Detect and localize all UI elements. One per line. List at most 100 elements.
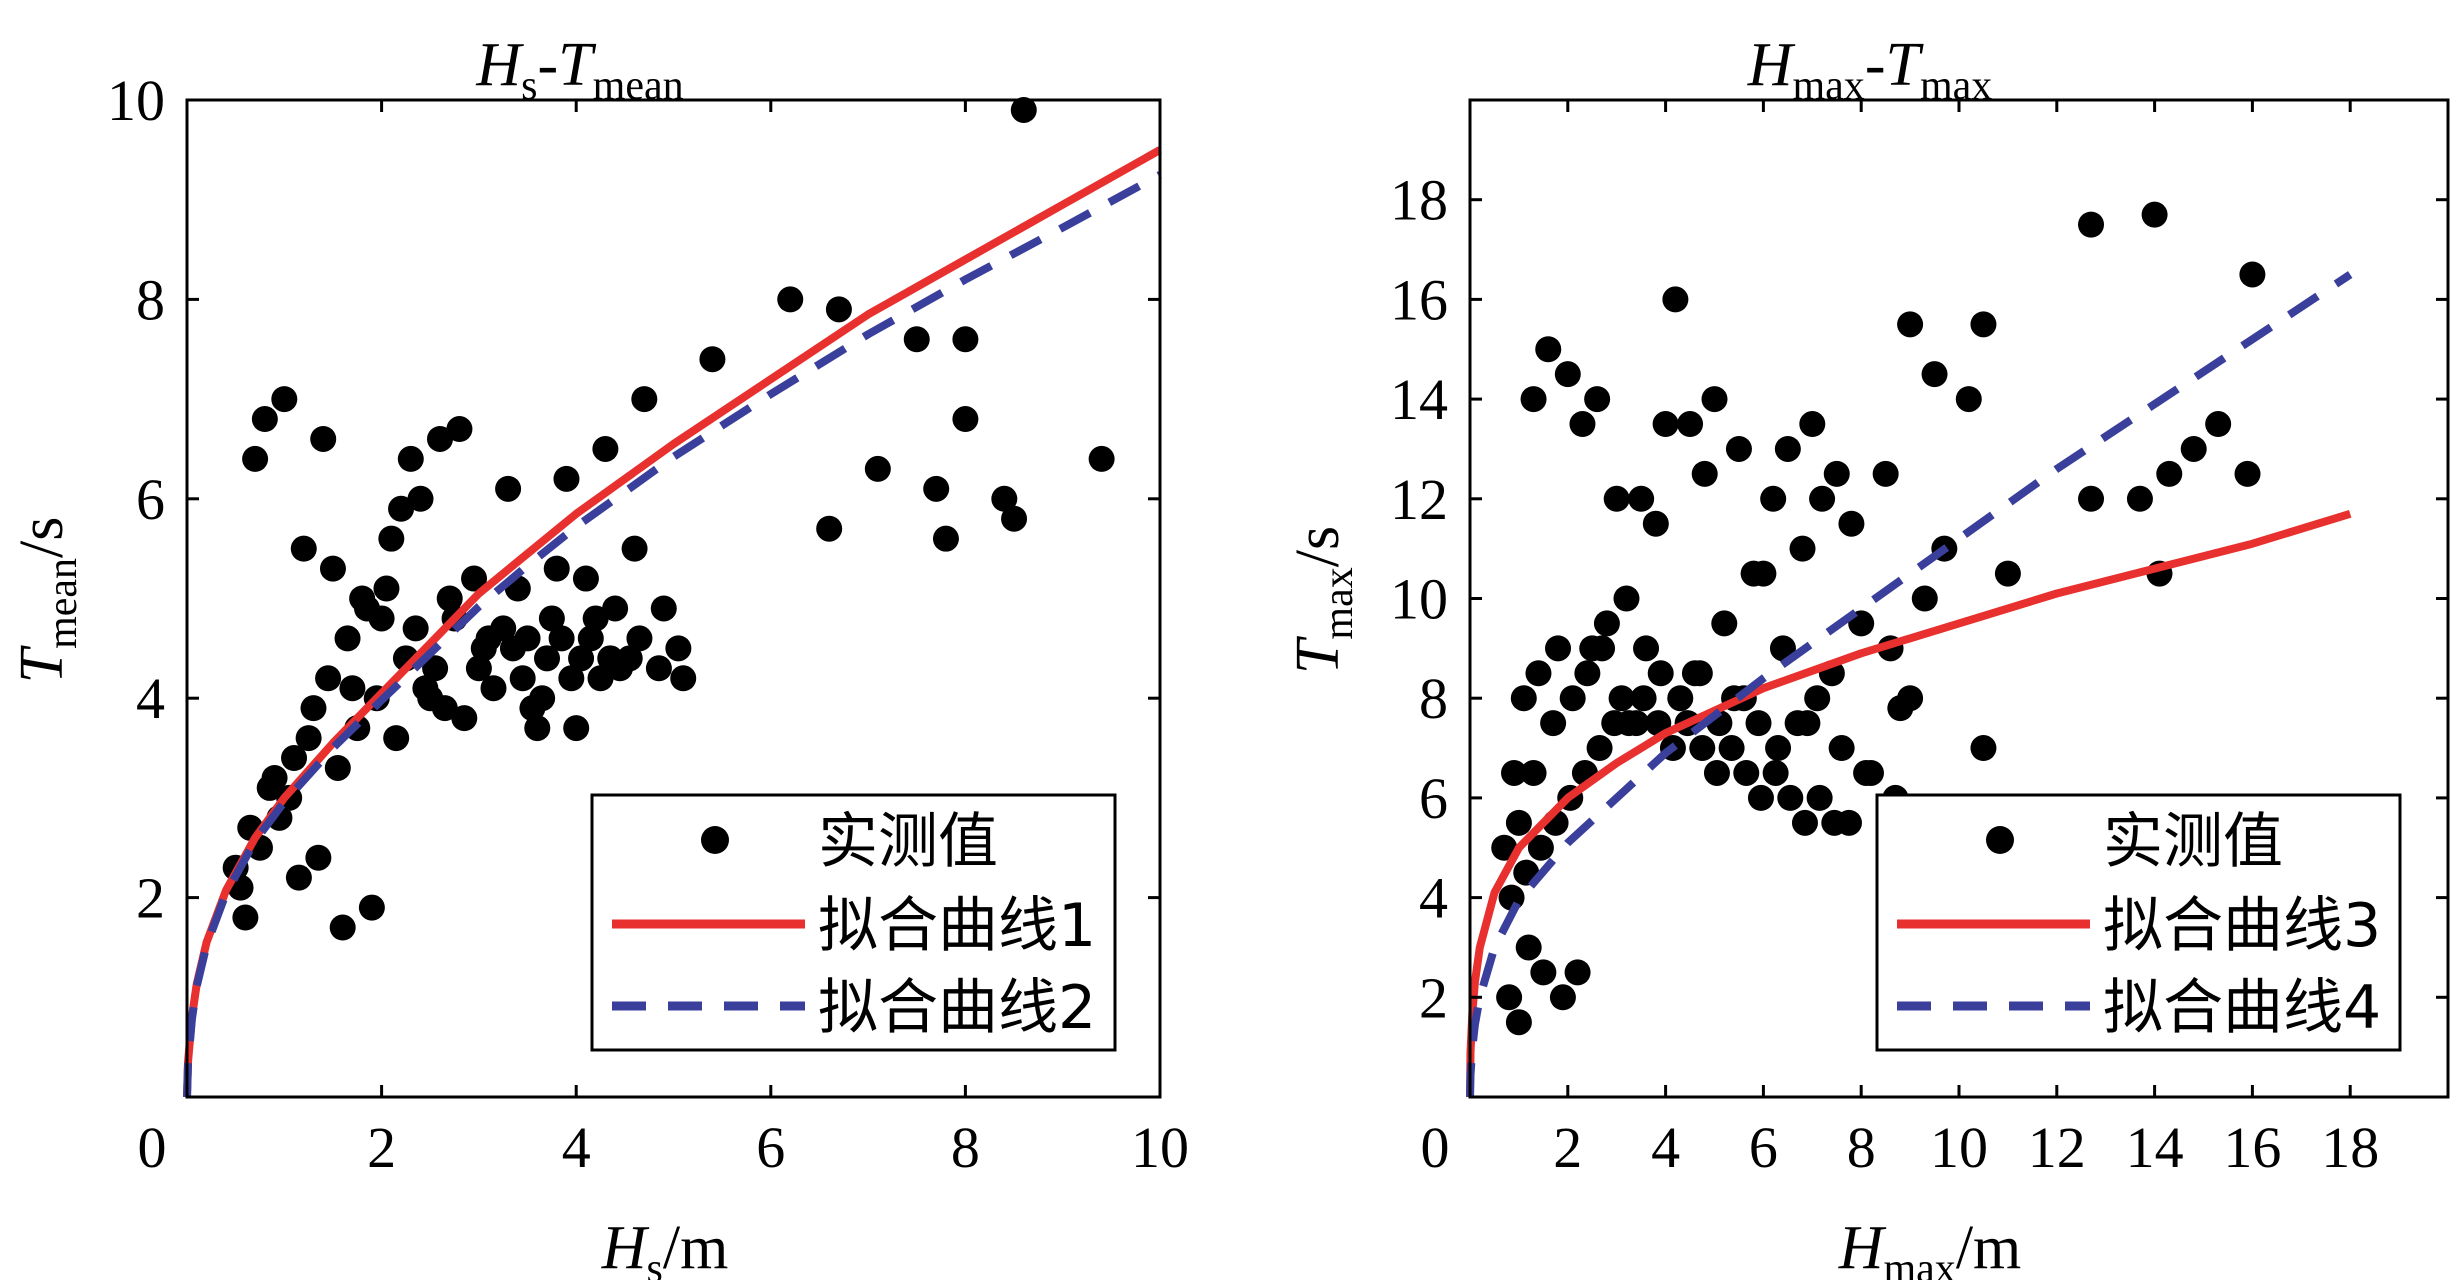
ylabel-sub: mean [40, 558, 86, 649]
data-point [519, 695, 546, 722]
data-point [991, 485, 1018, 512]
data-point [1774, 435, 1801, 462]
x-ticks-left: 0 2 4 6 8 10 [138, 100, 1189, 1180]
data-point [932, 525, 959, 552]
data-point [1823, 460, 1850, 487]
data-point [568, 645, 595, 672]
ylabel-sub: max [1316, 567, 1362, 639]
data-point [1593, 610, 1620, 637]
chart-panel-right: Hmax-Tmax 0 2 4 6 8 10 12 14 16 18 24681012141618… [1284, 31, 2450, 1280]
data-point [816, 515, 843, 542]
x-tick-label: 10 [1930, 1115, 1988, 1180]
data-point [524, 715, 551, 742]
data-point [426, 425, 453, 452]
fit-lines-left [183, 146, 1162, 1098]
data-point [1838, 510, 1865, 537]
data-point [1630, 685, 1657, 712]
x-tick-label: 4 [1651, 1115, 1680, 1180]
scatter-points-right [1491, 201, 2266, 1036]
data-point [548, 625, 575, 652]
data-point [597, 645, 624, 672]
data-point [1603, 485, 1630, 512]
x-axis-label-left: Hs/m [601, 1214, 729, 1280]
fit-line [1466, 271, 2353, 1098]
data-point [1559, 685, 1586, 712]
data-point [577, 625, 604, 652]
data-point [1088, 445, 1115, 472]
plot-frame-left [185, 98, 1162, 1099]
y-axis-label-left: Tmean/s [8, 517, 86, 684]
data-point [1691, 460, 1718, 487]
data-point [407, 485, 434, 512]
data-point [1586, 735, 1613, 762]
data-point [1608, 685, 1635, 712]
ylabel-unit: /s [8, 517, 76, 558]
data-point [572, 565, 599, 592]
title-sub-1: s [521, 63, 537, 109]
data-point [1505, 809, 1532, 836]
data-point [1501, 759, 1528, 786]
data-point [665, 635, 692, 662]
y-tick-label: 6 [136, 467, 165, 532]
data-point [2078, 211, 2105, 238]
xlabel-main: H [1838, 1214, 1887, 1280]
data-point [412, 675, 439, 702]
data-point [1686, 660, 1713, 687]
data-point [1994, 560, 2021, 587]
scatter-points-left [222, 96, 1115, 941]
data-point [621, 535, 648, 562]
data-point [431, 695, 458, 722]
data-point [543, 555, 570, 582]
data-point [553, 465, 580, 492]
y-tick-label: 2 [136, 866, 165, 931]
y-tick-label: 4 [136, 666, 165, 731]
y-tick-label: 4 [1419, 866, 1448, 931]
y-tick-label: 16 [1390, 267, 1448, 332]
title-main: H [1747, 31, 1796, 99]
x-tick-label: 0 [138, 1115, 167, 1180]
data-point [354, 595, 381, 622]
legend-label-fit-4: 拟合曲线4 [2103, 973, 2381, 1043]
data-point [587, 665, 614, 692]
data-point [1574, 660, 1601, 687]
y-tick-label: 8 [1419, 666, 1448, 731]
data-point [436, 585, 463, 612]
data-point [538, 605, 565, 632]
data-point [1001, 505, 1028, 532]
data-point [1725, 435, 1752, 462]
data-point [1701, 386, 1728, 413]
data-point [1520, 759, 1547, 786]
data-point [251, 406, 278, 433]
data-point [232, 904, 259, 931]
data-point [1921, 361, 1948, 388]
data-point [923, 475, 950, 502]
data-point [339, 675, 366, 702]
data-point [631, 386, 658, 413]
y-tick-label: 8 [136, 267, 165, 332]
xlabel-unit: /m [1956, 1214, 2021, 1280]
y-tick-label: 10 [107, 68, 165, 133]
data-point [383, 725, 410, 752]
y-ticks-right: 2 4 6 8 10 12 14 16 18 [1390, 168, 2448, 1030]
data-point [1584, 386, 1611, 413]
data-point [1527, 834, 1554, 861]
data-point [1662, 286, 1689, 313]
data-point [563, 715, 590, 742]
data-point [1564, 959, 1591, 986]
data-point [1589, 635, 1616, 662]
data-point [1647, 660, 1674, 687]
data-point [422, 655, 449, 682]
data-point [558, 665, 585, 692]
fit-line [183, 171, 1162, 1098]
data-point [1955, 386, 1982, 413]
data-point [1628, 485, 1655, 512]
data-point [1525, 660, 1552, 687]
x-tick-label: 12 [2028, 1115, 2086, 1180]
xlabel-sub: max [1884, 1246, 1956, 1280]
title-main: H [475, 31, 524, 99]
data-point [825, 296, 852, 323]
x-axis-label-right: Hmax/m [1838, 1214, 2022, 1280]
data-point [1010, 96, 1037, 123]
data-point [1530, 959, 1557, 986]
data-point [1809, 485, 1836, 512]
